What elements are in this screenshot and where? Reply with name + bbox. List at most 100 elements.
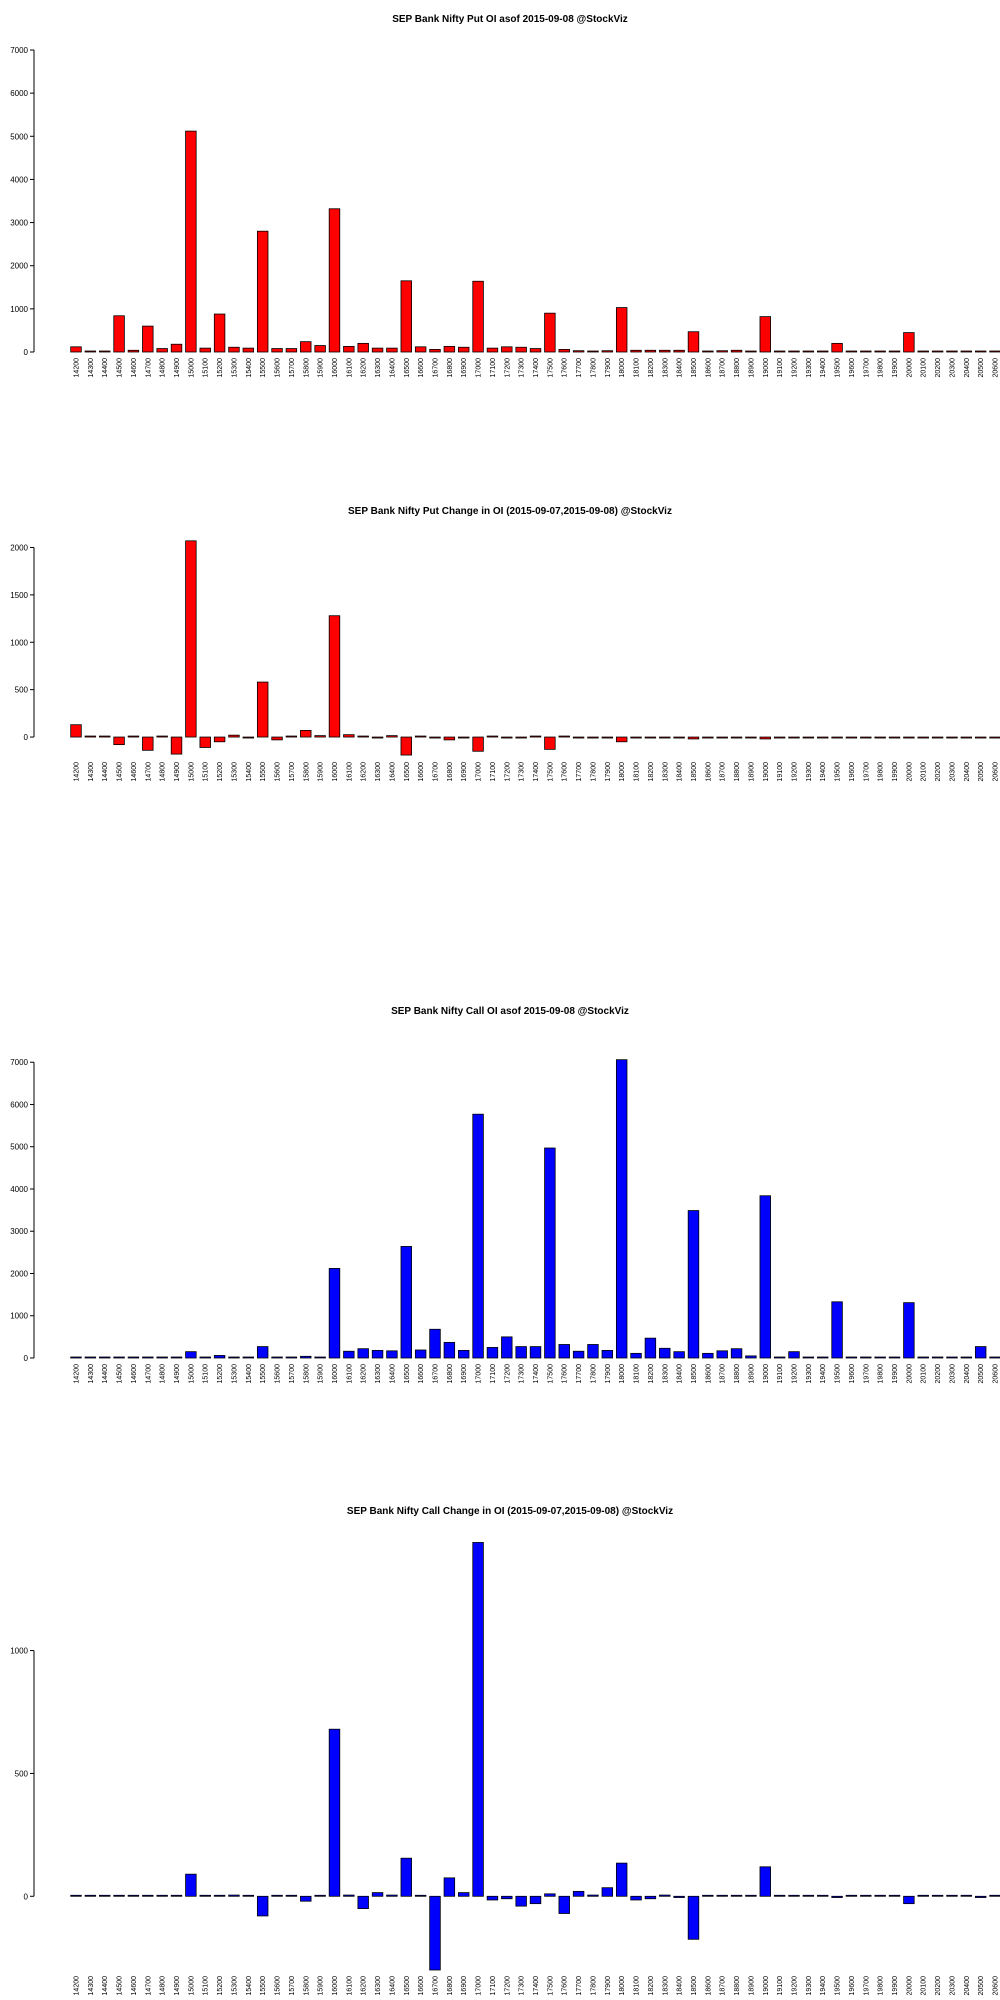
- x-tick-label: 19500: [835, 1976, 842, 1996]
- y-tick-label: 7000: [10, 1058, 28, 1067]
- x-tick-label: 16200: [361, 358, 368, 378]
- x-tick-label: 18500: [691, 1976, 698, 1996]
- x-tick-label: 14700: [145, 358, 152, 378]
- bar: [84, 1894, 97, 1897]
- x-tick-label: 20500: [978, 762, 985, 782]
- bar: [601, 1887, 614, 1897]
- bar: [673, 349, 685, 353]
- bar: [960, 736, 973, 739]
- x-tick-label: 15500: [260, 762, 267, 782]
- x-tick-label: 15300: [231, 1976, 238, 1996]
- bar: [917, 1894, 929, 1897]
- bar: [213, 736, 226, 743]
- bar: [615, 1059, 628, 1359]
- bar: [931, 350, 944, 353]
- bar: [615, 1862, 628, 1897]
- bar: [70, 346, 82, 353]
- y-tick-label: 6000: [10, 89, 28, 98]
- x-tick-label: 16700: [433, 358, 440, 378]
- x-tick-label: 19400: [820, 762, 827, 782]
- y-tick-label: 1000: [10, 638, 28, 647]
- x-tick-label: 18400: [677, 1976, 684, 1996]
- x-tick-label: 15400: [246, 1976, 253, 1996]
- bar: [817, 736, 829, 739]
- bar: [974, 1895, 987, 1898]
- x-tick-label: 14900: [174, 1976, 181, 1996]
- y-tick-label: 0: [24, 733, 29, 742]
- x-tick-label: 14400: [102, 1976, 109, 1996]
- x-tick-label: 15800: [303, 358, 310, 378]
- x-tick-label: 17600: [562, 762, 569, 782]
- x-tick-label: 19800: [878, 1364, 885, 1384]
- bar: [960, 1894, 973, 1897]
- x-tick-label: 16200: [361, 1976, 368, 1996]
- bar: [788, 1894, 800, 1897]
- bar: [357, 735, 369, 738]
- x-tick-label: 16900: [461, 358, 468, 378]
- x-tick-label: 16800: [447, 1976, 454, 1996]
- bar: [572, 350, 585, 353]
- x-tick-label: 18500: [691, 358, 698, 378]
- x-tick-label: 15500: [260, 1976, 267, 1996]
- x-tick-label: 16300: [375, 1976, 382, 1996]
- bar: [185, 540, 197, 738]
- call-change-oi-svg: SEP Bank Nifty Call Change in OI (2015-0…: [10, 1506, 1000, 1996]
- x-tick-label: 18800: [734, 1364, 741, 1384]
- x-tick-label: 16100: [346, 762, 353, 782]
- x-tick-label: 17000: [476, 1364, 483, 1384]
- bar: [429, 736, 441, 739]
- bar: [773, 350, 786, 353]
- put-oi-svg: SEP Bank Nifty Put OI asof 2015-09-08 @S…: [10, 14, 1000, 378]
- x-tick-label: 16000: [332, 358, 339, 378]
- x-tick-label: 19300: [806, 1976, 813, 1996]
- bar: [601, 1349, 614, 1359]
- x-tick-label: 20100: [921, 1364, 928, 1384]
- bar: [170, 1894, 183, 1897]
- bar: [544, 736, 556, 750]
- x-tick-label: 17500: [547, 358, 554, 378]
- x-tick-label: 20600: [993, 762, 1000, 782]
- y-tick-label: 6000: [10, 1100, 28, 1109]
- x-tick-label: 16500: [404, 358, 411, 378]
- x-tick-label: 19500: [835, 1364, 842, 1384]
- bar: [99, 350, 111, 353]
- x-tick-label: 19500: [835, 762, 842, 782]
- x-tick-label: 14400: [102, 358, 109, 378]
- x-tick-label: 19900: [892, 762, 899, 782]
- bar: [242, 736, 255, 739]
- bar: [213, 1894, 226, 1897]
- y-tick-label: 0: [24, 348, 29, 357]
- bar: [142, 736, 154, 751]
- bar: [314, 735, 326, 738]
- bar: [601, 736, 614, 739]
- x-tick-label: 14600: [131, 1976, 138, 1996]
- x-tick-label: 16400: [389, 1364, 396, 1384]
- bar: [142, 1894, 154, 1897]
- bar: [630, 736, 642, 739]
- x-tick-label: 19400: [820, 1364, 827, 1384]
- bar: [414, 1349, 427, 1359]
- bar: [558, 735, 570, 738]
- bar: [414, 1894, 427, 1897]
- x-tick-label: 16700: [433, 1976, 440, 1996]
- bar: [271, 736, 283, 741]
- x-tick-label: 16300: [375, 762, 382, 782]
- bar: [802, 1894, 815, 1897]
- bar: [831, 736, 843, 739]
- x-tick-label: 19700: [863, 1976, 870, 1996]
- bar: [328, 1268, 341, 1359]
- x-tick-label: 15100: [203, 358, 210, 378]
- bar: [572, 1890, 585, 1897]
- bar: [256, 1895, 269, 1917]
- x-tick-label: 18300: [662, 762, 669, 782]
- x-tick-label: 20300: [949, 1976, 956, 1996]
- bar: [702, 350, 714, 353]
- x-tick-label: 16100: [346, 358, 353, 378]
- x-tick-label: 20600: [993, 1976, 1000, 1996]
- bar: [529, 1346, 542, 1359]
- bar: [314, 345, 326, 353]
- x-tick-label: 18100: [634, 358, 641, 378]
- bar: [644, 736, 657, 739]
- bar: [343, 734, 355, 738]
- bar: [544, 1893, 556, 1897]
